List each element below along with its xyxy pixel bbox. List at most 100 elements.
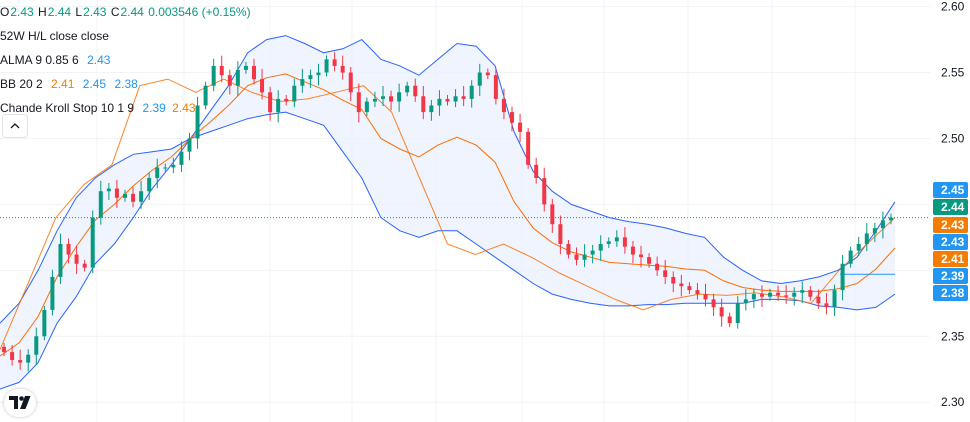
candle — [397, 83, 402, 112]
candle — [276, 90, 281, 123]
close-key: C — [110, 5, 120, 19]
cks-label: Chande Kroll Stop 10 1 9 — [0, 101, 135, 115]
candle — [131, 186, 136, 208]
candle-body — [122, 193, 127, 198]
high-key: H — [38, 5, 47, 19]
candle-body — [106, 188, 111, 192]
candle-body — [179, 151, 184, 165]
candle-body — [82, 263, 87, 268]
candle-body — [292, 85, 297, 102]
candle — [18, 349, 23, 370]
candle-body — [364, 101, 369, 113]
legend-row-52w[interactable]: 52W H/L close close — [0, 24, 252, 48]
tradingview-logo[interactable] — [4, 389, 36, 417]
price-label-text: 2.43 — [941, 218, 965, 232]
price-label: 2.44 — [933, 199, 968, 215]
candle — [832, 284, 837, 316]
candle-body — [888, 217, 893, 221]
ohlc-row: O2.43 H2.44 L2.43 C2.44 0.003546 (+0.15%… — [0, 0, 252, 24]
price-axis[interactable]: 2.60 2.55 2.50 2.35 2.30 — [941, 0, 965, 409]
candle — [735, 296, 740, 329]
candle-body — [526, 131, 531, 165]
candle-body — [800, 290, 805, 293]
candle-body — [18, 360, 23, 363]
candle-body — [389, 96, 394, 102]
candle — [421, 85, 426, 120]
candle — [751, 288, 756, 309]
candle — [380, 85, 385, 107]
candle — [66, 238, 71, 264]
candle — [711, 293, 716, 316]
candle — [840, 255, 845, 301]
bb-basis-value: 2.41 — [51, 77, 75, 91]
candle — [792, 287, 797, 306]
candle-body — [139, 191, 144, 202]
candle — [437, 90, 442, 116]
candle-body — [268, 92, 273, 113]
candle-body — [542, 178, 547, 205]
low-value: 2.43 — [83, 5, 107, 19]
candle — [179, 141, 184, 172]
candle — [501, 88, 506, 120]
candle-body — [235, 69, 240, 86]
candle — [477, 63, 482, 97]
candle-body — [66, 243, 71, 255]
change-value: 0.003546 (+0.15%) — [148, 5, 251, 19]
price-label-text: 2.43 — [941, 235, 965, 249]
candle-body — [816, 296, 821, 304]
candle — [824, 293, 829, 315]
candle-body — [848, 250, 853, 264]
price-label: 2.45 — [933, 182, 968, 198]
candle — [58, 233, 63, 285]
candle-body — [719, 307, 724, 317]
candle-body — [566, 243, 571, 255]
candle — [50, 269, 55, 316]
price-label-text: 2.45 — [941, 183, 965, 197]
candle-body — [477, 72, 482, 86]
candle — [163, 163, 168, 172]
candle — [816, 289, 821, 309]
candle-body — [784, 295, 789, 297]
candle — [566, 240, 571, 259]
candle — [574, 247, 579, 266]
candle-body — [671, 276, 676, 284]
candle — [510, 106, 515, 132]
candle-body — [872, 228, 877, 234]
candle-body — [171, 164, 176, 168]
candle-body — [163, 167, 168, 169]
candle — [356, 83, 361, 123]
candle-body — [614, 237, 619, 242]
price-tick-label: 2.30 — [941, 395, 965, 409]
candle — [639, 245, 644, 268]
legend-row-alma[interactable]: ALMA 9 0.85 6 2.43 — [0, 48, 252, 72]
candle-body — [655, 263, 660, 271]
candle — [526, 127, 531, 169]
candle — [848, 246, 853, 268]
candle-body — [574, 254, 579, 260]
legend-row-bb[interactable]: BB 20 2 2.41 2.45 2.38 — [0, 72, 252, 96]
candle — [469, 80, 474, 108]
candle-body — [10, 352, 15, 361]
candle — [348, 66, 353, 102]
candle — [227, 69, 232, 95]
candle-body — [598, 243, 603, 251]
candle-body — [687, 286, 692, 291]
candle — [872, 222, 877, 243]
candle — [187, 132, 192, 161]
candles — [2, 52, 893, 372]
price-label-bg — [933, 251, 968, 267]
candle-body — [461, 96, 466, 99]
candle-body — [50, 276, 55, 310]
candle — [550, 198, 555, 233]
legend-row-cks[interactable]: Chande Kroll Stop 10 1 9 2.39 2.43 — [0, 96, 252, 120]
legend-collapse-button[interactable] — [2, 114, 28, 138]
candle — [784, 285, 789, 304]
candle — [405, 81, 410, 97]
candle-body — [42, 309, 47, 337]
candle — [324, 55, 329, 77]
candle-body — [332, 59, 337, 66]
candle-body — [260, 79, 265, 93]
candle-body — [2, 346, 7, 353]
candle — [687, 282, 692, 295]
